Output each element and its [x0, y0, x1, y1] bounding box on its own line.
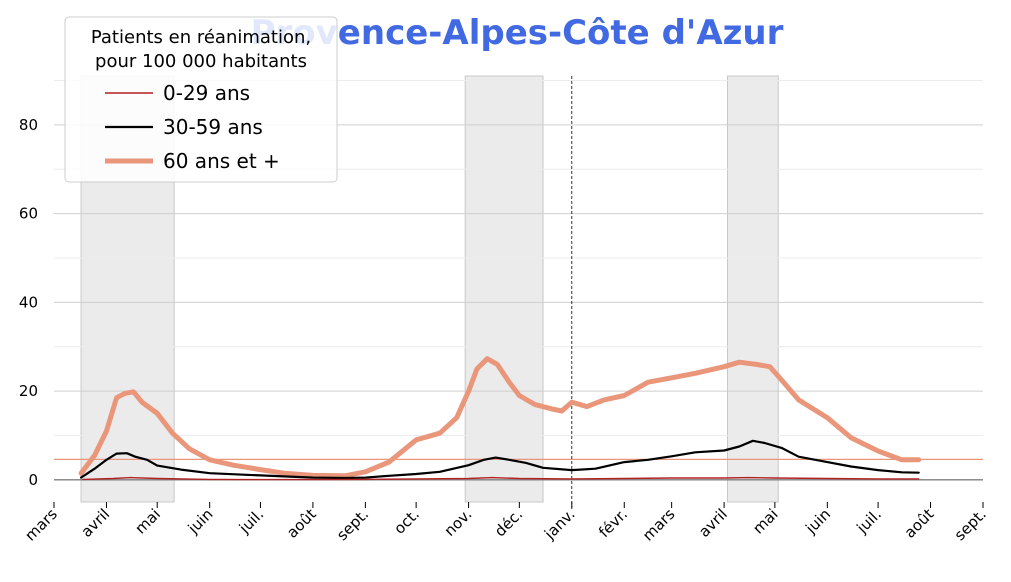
x-tick-label: août [901, 505, 938, 542]
x-tick-label: sept. [333, 505, 372, 544]
y-tick-label: 20 [19, 382, 38, 400]
shaded-period-3 [726, 75, 779, 503]
x-tick-label: mars [639, 505, 679, 545]
shaded-period-2 [464, 75, 544, 503]
legend-label-3: 60 ans et + [163, 149, 280, 173]
x-tick-label: janv. [540, 505, 578, 543]
x-tick-label: juil. [853, 505, 885, 537]
legend-label-2: 30-59 ans [163, 115, 263, 139]
x-tick-label: avril [78, 505, 114, 541]
series-line-3 [78, 356, 922, 479]
x-tick-label: juin [184, 505, 217, 538]
legend-box [64, 16, 338, 183]
x-tick-label: nov. [441, 505, 476, 540]
y-tick-label: 40 [19, 293, 38, 311]
x-tick-label: déc. [491, 505, 526, 540]
series-line-2 [80, 439, 920, 480]
x-tick-label: sept. [951, 505, 990, 544]
legend-title: pour 100 000 habitants [95, 51, 307, 72]
legend: Patients en réanimation, pour 100 000 hab… [64, 16, 338, 183]
x-tick-label: juil. [235, 505, 267, 537]
x-tick-label: févr. [595, 505, 631, 541]
legend-title: Patients en réanimation, [91, 27, 311, 48]
x-tick-label: août [283, 505, 320, 542]
x-tick-label: mai [749, 505, 782, 538]
x-tick-label: mai [132, 505, 165, 538]
x-tick-label: mars [21, 505, 61, 545]
y-tick-label: 80 [19, 116, 38, 134]
x-tick-label: juin [801, 505, 834, 538]
y-tick-label: 60 [19, 205, 38, 223]
series-line-1 [82, 476, 920, 481]
x-tick-label: oct. [390, 505, 423, 538]
chart-title: Provence-Alpes-Côte d'Azur [251, 13, 784, 53]
y-tick-label: 0 [28, 471, 38, 489]
series-lines [78, 356, 922, 481]
legend-label-1: 0-29 ans [163, 81, 250, 105]
x-tick-label: avril [695, 505, 731, 541]
